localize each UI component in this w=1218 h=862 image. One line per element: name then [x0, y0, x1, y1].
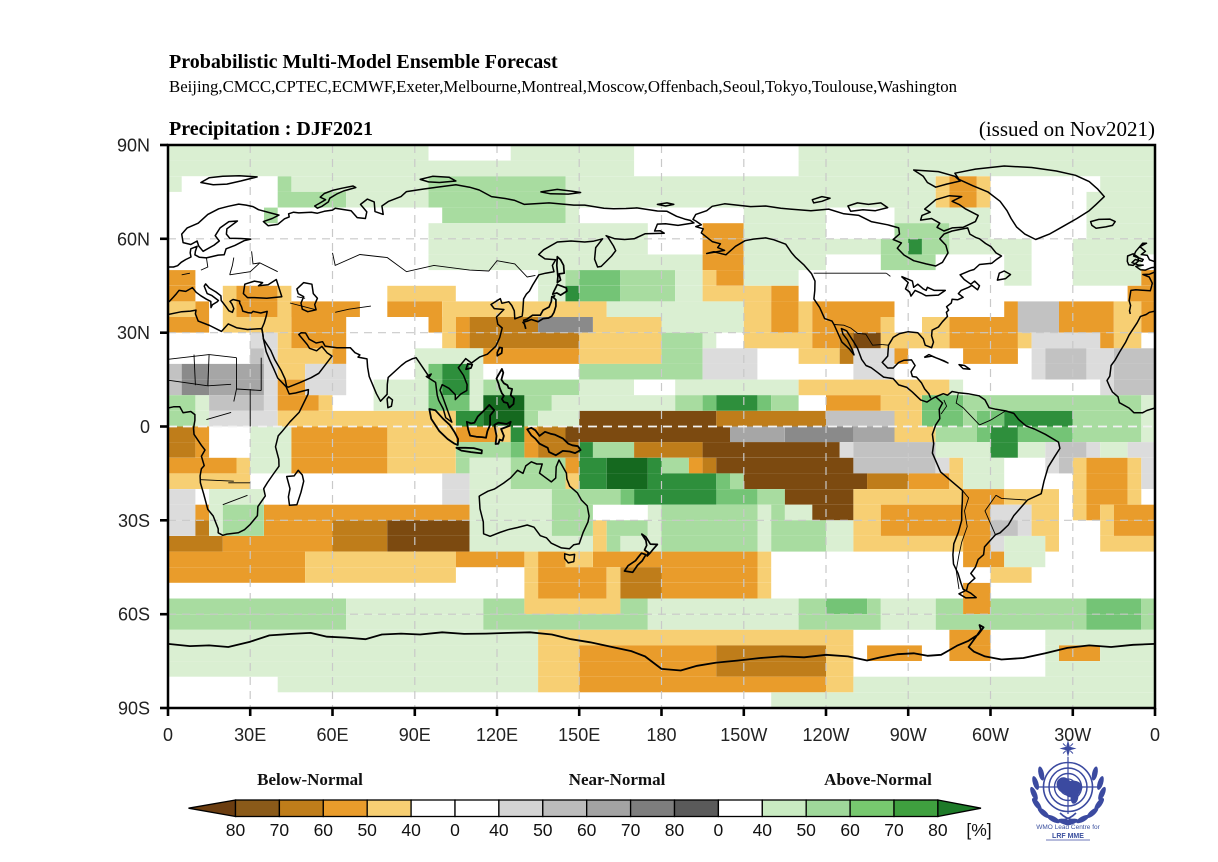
svg-text:150E: 150E: [558, 725, 600, 745]
svg-text:90N: 90N: [117, 136, 150, 156]
svg-text:60N: 60N: [117, 229, 150, 249]
svg-text:60S: 60S: [118, 605, 150, 625]
svg-text:80: 80: [226, 820, 246, 840]
svg-text:40: 40: [401, 820, 421, 840]
svg-text:(issued on Nov2021): (issued on Nov2021): [979, 117, 1155, 141]
svg-text:30S: 30S: [118, 511, 150, 531]
svg-text:70: 70: [270, 820, 290, 840]
svg-text:40: 40: [489, 820, 509, 840]
svg-text:180: 180: [646, 725, 676, 745]
svg-text:Probabilistic Multi-Model Ense: Probabilistic Multi-Model Ensemble Forec…: [169, 51, 558, 73]
svg-text:Precipitation : DJF2021: Precipitation : DJF2021: [169, 118, 373, 140]
svg-text:70: 70: [884, 820, 904, 840]
svg-text:80: 80: [928, 820, 948, 840]
svg-text:[%]: [%]: [966, 820, 991, 840]
svg-text:Above-Normal: Above-Normal: [824, 770, 932, 789]
svg-text:120W: 120W: [802, 725, 849, 745]
svg-text:0: 0: [714, 820, 724, 840]
svg-text:30E: 30E: [234, 725, 266, 745]
svg-text:0: 0: [140, 417, 150, 437]
svg-text:60W: 60W: [972, 725, 1009, 745]
svg-text:50: 50: [533, 820, 553, 840]
svg-text:WMO Lead Centre for: WMO Lead Centre for: [1036, 824, 1100, 831]
svg-text:0: 0: [163, 725, 173, 745]
svg-text:120E: 120E: [476, 725, 518, 745]
svg-text:Below-Normal: Below-Normal: [257, 770, 363, 789]
svg-text:LRF MME: LRF MME: [1052, 833, 1084, 840]
svg-text:80: 80: [665, 820, 685, 840]
svg-text:60E: 60E: [316, 725, 348, 745]
svg-text:30N: 30N: [117, 323, 150, 343]
svg-text:90W: 90W: [890, 725, 927, 745]
svg-text:90E: 90E: [399, 725, 431, 745]
svg-text:Beijing,CMCC,CPTEC,ECMWF,Exete: Beijing,CMCC,CPTEC,ECMWF,Exeter,Melbourn…: [169, 77, 958, 96]
svg-text:60: 60: [840, 820, 860, 840]
svg-text:90S: 90S: [118, 699, 150, 719]
svg-text:60: 60: [577, 820, 597, 840]
svg-text:50: 50: [357, 820, 377, 840]
svg-text:150W: 150W: [720, 725, 767, 745]
svg-text:70: 70: [621, 820, 641, 840]
svg-text:0: 0: [450, 820, 460, 840]
svg-text:50: 50: [796, 820, 816, 840]
svg-text:40: 40: [753, 820, 773, 840]
svg-text:0: 0: [1150, 725, 1160, 745]
svg-text:30W: 30W: [1054, 725, 1091, 745]
svg-text:60: 60: [314, 820, 334, 840]
svg-text:Near-Normal: Near-Normal: [569, 770, 666, 789]
